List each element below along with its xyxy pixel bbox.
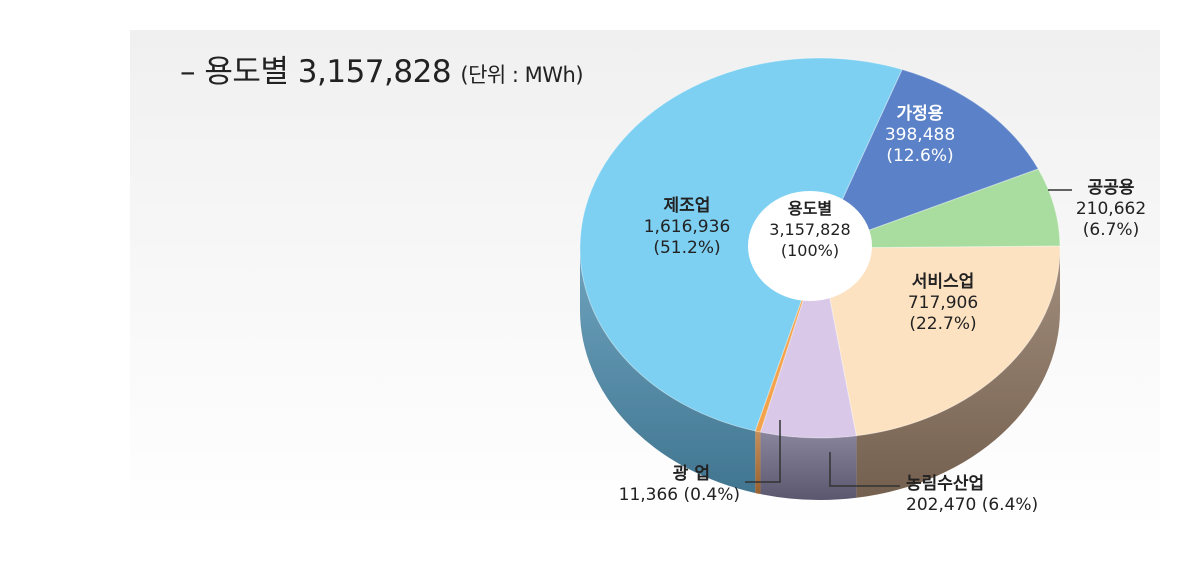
pie-slice-5 [579, 57, 903, 432]
slice-label-name: 서비스업 [911, 272, 975, 292]
pie-side-shade-4 [755, 430, 761, 495]
slice-label-service: 서비스업 717,906 (22.7%) [878, 272, 1008, 335]
slice-label-manufacturing: 제조업 1,616,936 (51.2%) [622, 196, 752, 259]
center-label-percent: (100%) [780, 241, 840, 260]
slice-label-value: 202,470 [906, 495, 977, 515]
slice-label-percent: (6.7%) [1082, 220, 1140, 240]
slice-label-mining: 광 업 11,366 (0.4%) [570, 464, 740, 506]
slice-label-public: 공공용 210,662 (6.7%) [1066, 178, 1156, 241]
center-label-value: 3,157,828 [769, 220, 851, 239]
slice-label-percent: (22.7%) [909, 314, 977, 334]
center-label-name: 용도별 [787, 199, 833, 218]
slice-label-percent: (12.6%) [886, 146, 954, 166]
center-label: 용도별 3,157,828 (100%) [760, 198, 860, 261]
slice-label-percent: (6.4%) [981, 495, 1039, 515]
slice-label-value: 210,662 [1075, 199, 1147, 219]
slice-label-name: 공공용 [1087, 178, 1135, 198]
slice-label-name: 농림수산업 [906, 474, 985, 494]
leader-line-agriculture [829, 452, 900, 487]
slice-label-percent: (0.4%) [683, 485, 740, 505]
chart-unit: (단위 : MWh) [460, 63, 584, 87]
chart-title: – 용도별 3,157,828 (단위 : MWh) [180, 46, 584, 91]
slice-label-name: 광 업 [672, 464, 710, 484]
pie-slice-0 [819, 68, 1040, 249]
pie-side-shade-5 [580, 248, 756, 493]
pie-side-shade-3 [760, 432, 857, 501]
slice-label-agriculture: 농림수산업 202,470 (6.4%) [906, 474, 1076, 516]
slice-label-value: 398,488 [884, 125, 956, 145]
pie-slice-2 [819, 245, 1061, 437]
slice-label-name: 가정용 [896, 104, 944, 124]
pie-side-shade-2 [856, 248, 1060, 498]
pie-slice-3 [759, 247, 857, 439]
chart-title-text: – 용도별 3,157,828 [180, 54, 452, 90]
slice-label-value: 11,366 [618, 485, 679, 505]
pie-slice-1 [819, 168, 1061, 249]
pie-center-disc [748, 191, 872, 301]
slice-label-name: 제조업 [663, 196, 711, 216]
slice-label-value: 717,906 [907, 293, 979, 313]
leader-line-mining [745, 420, 781, 483]
slice-label-value: 1,616,936 [643, 217, 731, 237]
slice-label-percent: (51.2%) [653, 238, 721, 258]
slice-label-residential: 가정용 398,488 (12.6%) [870, 104, 970, 167]
